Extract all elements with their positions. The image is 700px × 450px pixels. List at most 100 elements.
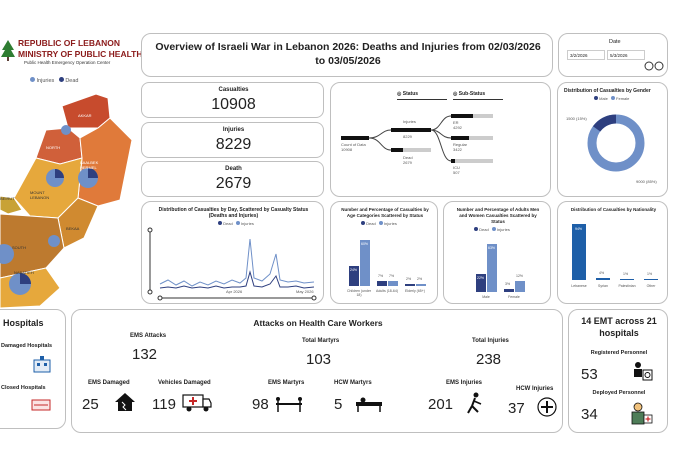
legend-dead-swatch	[474, 227, 478, 231]
date-filter[interactable]: Date 3/2/2026 5/3/2026	[558, 33, 668, 77]
bar-data-label: 7%	[378, 274, 384, 278]
tree-leaf-bar-fill	[451, 159, 455, 163]
donut-slice-male[interactable]	[587, 114, 645, 172]
gender-donut[interactable]	[558, 83, 669, 198]
legend-injuries-label: Injuries	[36, 78, 55, 84]
bar-data-label: 7%	[389, 274, 395, 278]
emt-card: 14 EMT across 21 hospitals Registered Pe…	[568, 309, 668, 433]
adults-chart-legend: Dead Injuries	[474, 227, 510, 232]
bar-other[interactable]	[644, 279, 658, 280]
daily-line-chart[interactable]	[142, 202, 325, 305]
legend-injuries-swatch	[30, 77, 35, 82]
map-region-beirut[interactable]	[0, 195, 23, 215]
deployed-doctor-icon	[631, 402, 653, 425]
ministry-line2: MINISTRY OF PUBLIC HEALTH	[18, 49, 143, 59]
gender-legend: Male Female	[594, 96, 629, 101]
map-bubble	[48, 235, 60, 247]
bar-elderly-injuries[interactable]	[416, 284, 426, 286]
date-from-field[interactable]: 3/2/2026	[567, 50, 605, 60]
x-category-label: Male	[482, 295, 490, 299]
hospital-bed-icon	[356, 397, 382, 412]
bar-male-dead[interactable]	[476, 274, 486, 292]
bar-female-injuries[interactable]	[515, 281, 525, 292]
nationality-bar-chart[interactable]	[558, 202, 669, 305]
tree-leaf-label: Regular	[453, 142, 468, 147]
map-bubble	[55, 169, 64, 178]
donut-slice-female[interactable]	[592, 114, 617, 132]
bar-elderly-dead[interactable]	[405, 284, 415, 286]
slider-handle[interactable]	[157, 295, 163, 301]
map-label-south: SOUTH	[12, 245, 26, 250]
medical-staff-icon	[537, 397, 557, 417]
kpi-injuries-value: 8229	[215, 136, 252, 153]
series-dead-line[interactable]	[159, 270, 315, 289]
tree-root-label: Count of Data	[341, 142, 366, 147]
map-label-bekaa: BEKAA	[66, 226, 80, 231]
tree-leaf-label: ICU	[453, 165, 460, 170]
daily-chart-title: Distribution of Casualties by Day, Scatt…	[158, 207, 309, 213]
map-legend: Injuries Dead	[30, 77, 78, 84]
bar-adults-injuries[interactable]	[388, 281, 398, 286]
tree-root-bar[interactable]	[341, 136, 369, 140]
closed-sign-icon	[31, 399, 51, 411]
map-label-beirut: BEIRUT	[0, 196, 15, 201]
total-martyrs-label: Total Martyrs	[302, 338, 340, 344]
damaged-hospitals-label: Damaged Hospitals	[1, 343, 53, 349]
bar-data-label: 4%	[599, 271, 605, 275]
adults-gender-chart-card[interactable]: Number and Percentage of Adults Men and …	[443, 201, 551, 304]
bar-male-injuries[interactable]	[487, 244, 497, 292]
legend-dead-label: Dead	[366, 221, 376, 226]
age-chart-title: Number and Percentage of Casualties by	[341, 207, 429, 212]
date-range-slider-icon[interactable]	[644, 61, 665, 71]
nationality-chart-card[interactable]: Distribution of Casualties by Nationalit…	[557, 201, 668, 304]
emt-title-line2: hospitals	[599, 328, 639, 338]
age-bar-chart[interactable]	[331, 202, 439, 305]
adults-bar-chart[interactable]	[444, 202, 552, 305]
tree-leaf-value: 3422	[453, 147, 462, 152]
bar-syrian[interactable]	[596, 278, 610, 280]
map-bubble	[20, 273, 31, 284]
attacks-card: Attacks on Health Care Workers EMS Attac…	[71, 309, 563, 433]
page-title-line2: to 03/05/2026	[315, 55, 381, 67]
bar-children-dead[interactable]	[349, 266, 359, 286]
hospitals-card: Hospitals Damaged Hospitals Closed Hospi…	[0, 309, 66, 429]
hospitals-title: Hospitals	[3, 318, 44, 328]
daily-casualties-card[interactable]: Distribution of Casualties by Day, Scatt…	[141, 201, 324, 304]
bar-lebanese[interactable]	[572, 224, 586, 280]
series-injuries-line[interactable]	[159, 238, 315, 287]
date-from-value: 3/2/2026	[570, 53, 588, 58]
vehicles-damaged-label: Vehicles Damaged	[158, 380, 211, 386]
age-chart-title-line2: Age Categories Scattered by Status	[346, 213, 424, 218]
tree-leaf-bar[interactable]	[451, 159, 493, 163]
map-bubble	[0, 244, 14, 264]
x-tick-label: Apr 2026	[226, 289, 243, 294]
tree-dead-bar-fill	[391, 148, 403, 152]
title-card: Overview of Israeli War in Lebanon 2026:…	[141, 33, 553, 77]
tree-status-header[interactable]: ◎ Status	[397, 91, 418, 97]
bar-data-label: 63%	[488, 246, 496, 250]
tree-dead-bar[interactable]	[391, 148, 431, 152]
slider-handle[interactable]	[311, 295, 317, 301]
deployed-personnel-label: Deployed Personnel	[592, 390, 646, 396]
bar-data-label: 94%	[575, 227, 583, 231]
x-category-label: Adults (18-64)	[376, 289, 398, 293]
bar-palestinian[interactable]	[620, 279, 634, 280]
map-region-akkar[interactable]	[61, 93, 111, 129]
lebanon-map[interactable]	[0, 88, 140, 318]
tree-substatus-header[interactable]: ◎ Sub-Status	[453, 91, 485, 97]
bar-children-injuries[interactable]	[360, 240, 370, 286]
tree-leaf-bar[interactable]	[451, 136, 493, 140]
status-tree-card[interactable]: ◎ Status ◎ Sub-Status Count of Data 1090…	[330, 82, 551, 197]
bar-adults-dead[interactable]	[377, 281, 387, 286]
gender-donut-card[interactable]: Distribution of Casualties by Gender Mal…	[557, 82, 668, 197]
tree-leaf-bar-fill	[451, 136, 469, 140]
date-to-field[interactable]: 5/3/2026	[607, 50, 645, 60]
ems-attacks-value: 132	[132, 346, 158, 363]
slider-handle[interactable]	[147, 227, 153, 233]
tree-injuries-bar[interactable]	[391, 128, 431, 132]
registered-personnel-label: Registered Personnel	[590, 350, 648, 356]
map-region-south[interactable]	[0, 213, 65, 279]
bar-female-dead[interactable]	[504, 289, 514, 292]
slider-handle[interactable]	[147, 289, 153, 295]
age-chart-card[interactable]: Number and Percentage of Casualties by A…	[330, 201, 438, 304]
